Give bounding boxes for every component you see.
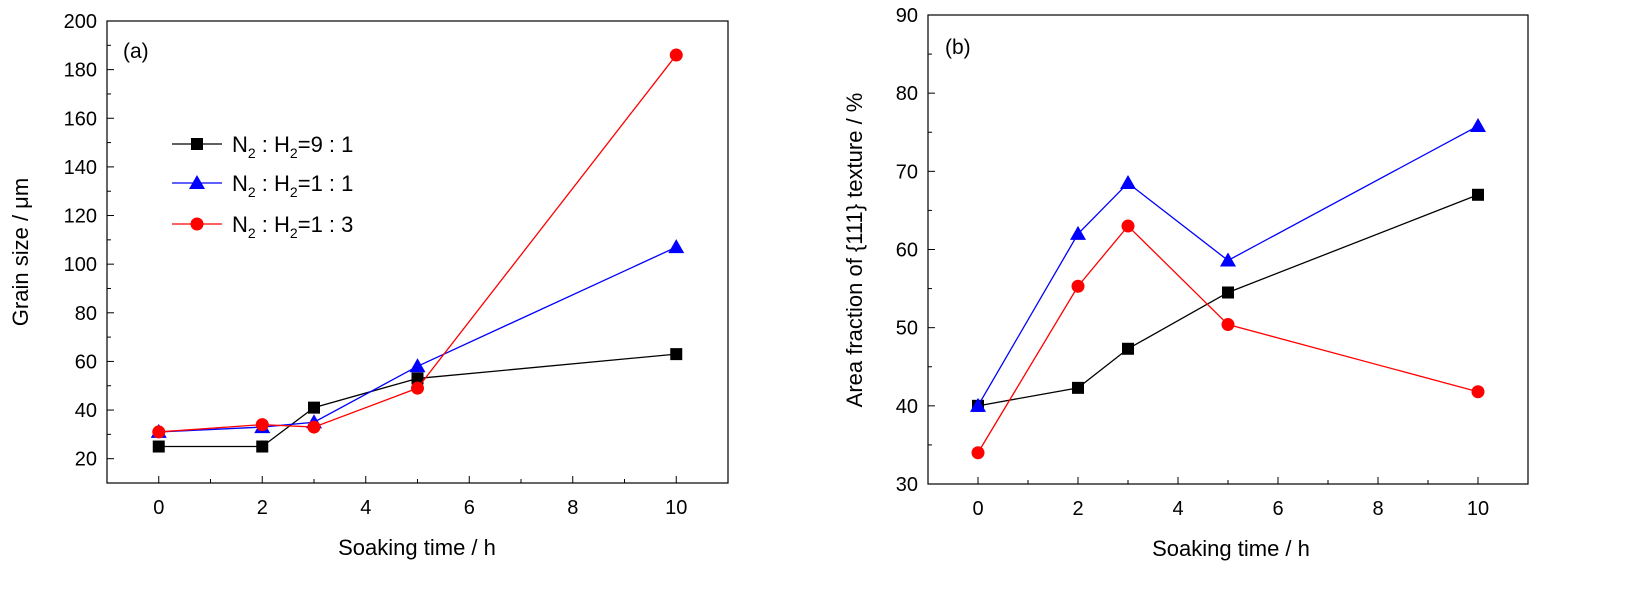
y-tick-label: 40 xyxy=(896,396,918,418)
x-tick-label: 4 xyxy=(360,497,371,519)
y-tick-label: 140 xyxy=(64,157,97,179)
data-point-circle xyxy=(152,425,166,439)
data-point-circle xyxy=(307,420,321,434)
chart-panel-b: 0 2 4 6 8 10 30 40 50 60 70 80 90 (b) Soaking time /… xyxy=(842,5,1529,561)
data-point-circle xyxy=(971,446,985,460)
data-point-circle xyxy=(1221,318,1235,332)
legend-entry-blue: N2 : H2=1 : 1 xyxy=(172,171,353,200)
data-point-square xyxy=(1222,286,1234,299)
legend-label-black: N2 : H2=9 : 1 xyxy=(232,132,353,161)
data-point-triangle xyxy=(1070,225,1086,240)
plot-frame-b xyxy=(927,14,1529,485)
data-point-triangle xyxy=(1220,252,1236,267)
data-point-triangle xyxy=(970,397,986,412)
y-tick-label: 180 xyxy=(64,60,97,82)
y-tick-label: 50 xyxy=(896,318,918,340)
data-point-circle xyxy=(1121,219,1135,233)
x-tick-label: 6 xyxy=(464,497,475,519)
series-layer-a xyxy=(150,48,685,453)
legend-label-blue: N2 : H2=1 : 1 xyxy=(232,171,353,200)
x-tick-label: 8 xyxy=(567,497,578,519)
x-tick-label: 8 xyxy=(1372,498,1383,520)
data-point-circle xyxy=(1471,385,1485,399)
series-layer-b xyxy=(970,117,1486,460)
legend-entry-red: N2 : H2=1 : 3 xyxy=(172,212,353,241)
y-axis-title-b: Area fraction of {111} texture / % xyxy=(842,93,867,408)
data-point-square xyxy=(1472,188,1484,201)
legend-marker-circle xyxy=(190,217,204,231)
x-tick-label: 2 xyxy=(1072,498,1083,520)
x-axis-title-b: Soaking time / h xyxy=(1152,536,1310,561)
legend-marker-triangle xyxy=(189,175,205,189)
data-point-square xyxy=(411,372,424,385)
x-tick-label: 6 xyxy=(1272,498,1283,520)
panel-label-a: (a) xyxy=(123,40,149,63)
data-point-square xyxy=(1122,342,1134,355)
data-point-circle xyxy=(411,381,424,395)
y-tick-label: 30 xyxy=(896,474,918,496)
x-tick-label: 2 xyxy=(257,497,268,519)
data-point-square xyxy=(256,440,269,453)
y-tick-label: 20 xyxy=(75,449,97,471)
y-tick-label: 200 xyxy=(64,11,97,33)
x-tick-label: 0 xyxy=(153,497,164,519)
series-line-triangle xyxy=(158,246,677,433)
y-tick-label: 100 xyxy=(64,254,97,276)
chart-panel-a: 0 2 4 6 8 10 20 40 60 80 100 120 140 160 180 200 (a) So… xyxy=(8,11,729,560)
data-point-square xyxy=(670,348,683,361)
tick-layer-b: 0 2 4 6 8 10 30 40 50 60 70 80 90 xyxy=(896,5,1489,520)
data-point-square xyxy=(308,401,320,414)
x-tick-label: 0 xyxy=(972,498,983,520)
y-tick-label: 60 xyxy=(75,351,97,373)
y-tick-label: 40 xyxy=(75,400,97,422)
x-axis-title-a: Soaking time / h xyxy=(338,535,496,560)
x-tick-label: 10 xyxy=(1467,498,1489,520)
data-point-square xyxy=(1072,381,1084,394)
legend-a: N2 : H2=9 : 1 N2 : H2=1 : 1 N2 : H2=1 : … xyxy=(172,132,353,241)
data-point-circle xyxy=(669,48,683,62)
y-tick-label: 70 xyxy=(896,161,918,183)
y-tick-label: 160 xyxy=(64,108,97,130)
x-tick-label: 4 xyxy=(1172,498,1183,520)
y-axis-title-a: Grain size / μm xyxy=(8,178,33,326)
data-point-triangle xyxy=(668,239,685,254)
data-point-circle xyxy=(1071,279,1085,293)
data-point-triangle xyxy=(409,358,426,373)
tick-layer-a: 0 2 4 6 8 10 20 40 60 80 100 120 140 160 180 200 xyxy=(64,11,688,519)
data-point-circle xyxy=(255,418,269,432)
data-point-triangle xyxy=(1470,117,1486,132)
data-point-triangle xyxy=(1120,175,1136,190)
legend-label-red: N2 : H2=1 : 3 xyxy=(232,212,353,241)
series-line-square xyxy=(977,194,1479,407)
y-tick-label: 80 xyxy=(75,303,97,325)
y-tick-label: 120 xyxy=(64,206,97,228)
y-tick-label: 90 xyxy=(896,5,918,27)
y-tick-label: 60 xyxy=(896,240,918,262)
plot-frame-a xyxy=(106,20,729,484)
panel-label-b: (b) xyxy=(945,36,971,59)
data-point-square xyxy=(152,440,165,453)
legend-marker-square xyxy=(191,138,203,150)
x-tick-label: 10 xyxy=(665,497,687,519)
y-tick-label: 80 xyxy=(896,83,918,105)
legend-entry-black: N2 : H2=9 : 1 xyxy=(172,132,353,161)
